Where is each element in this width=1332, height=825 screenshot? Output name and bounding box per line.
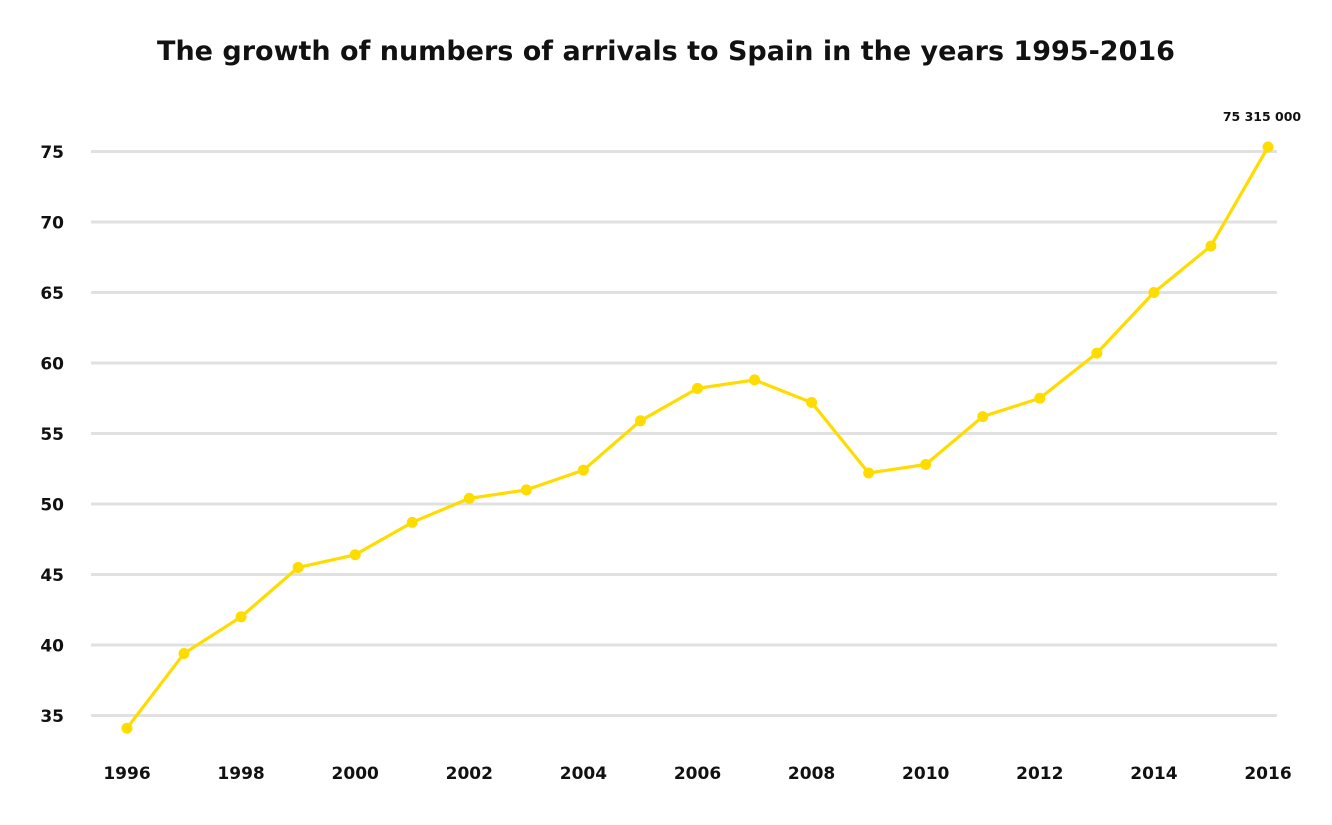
- data-point-2014: [1148, 287, 1160, 298]
- y-tick-40: 40: [40, 637, 64, 657]
- data-point-1999: [292, 561, 304, 573]
- data-point-2007: [749, 374, 761, 386]
- data-point-2010: [920, 459, 932, 471]
- data-point-1997: [178, 647, 190, 659]
- x-tick-2008: 2008: [788, 764, 835, 784]
- data-point-1996: [121, 722, 133, 734]
- chart-title: The growth of numbers of arrivals to Spa…: [157, 36, 1175, 67]
- data-point-2013: [1091, 347, 1103, 359]
- data-point-2006: [692, 382, 703, 394]
- data-point-2002: [463, 492, 475, 504]
- y-tick-70: 70: [40, 214, 64, 234]
- data-point-1998: [235, 611, 247, 623]
- max-value-annotation: 75 315 000: [1223, 109, 1302, 124]
- y-tick-55: 55: [40, 425, 64, 445]
- data-point-2000: [349, 549, 361, 561]
- x-tick-2016: 2016: [1244, 764, 1291, 784]
- x-tick-2004: 2004: [560, 764, 607, 784]
- data-point-2009: [863, 467, 875, 479]
- x-tick-2010: 2010: [902, 764, 949, 784]
- y-tick-65: 65: [40, 284, 64, 304]
- data-point-2008: [806, 396, 818, 408]
- x-tick-2000: 2000: [332, 764, 379, 784]
- x-tick-2012: 2012: [1016, 764, 1063, 784]
- data-point-2012: [1034, 392, 1046, 404]
- data-point-2003: [520, 484, 532, 496]
- data-point-2011: [977, 411, 989, 423]
- data-point-2001: [406, 516, 418, 528]
- x-tick-2006: 2006: [674, 764, 721, 784]
- x-tick-2002: 2002: [446, 764, 493, 784]
- data-point-2005: [634, 415, 646, 427]
- x-tick-1998: 1998: [217, 764, 264, 784]
- y-tick-35: 35: [40, 707, 64, 727]
- data-point-2004: [577, 464, 589, 476]
- y-tick-50: 50: [40, 496, 64, 516]
- x-tick-1996: 1996: [103, 764, 150, 784]
- data-point-2016: [1262, 141, 1274, 153]
- series-line: [125, 145, 1270, 730]
- y-tick-60: 60: [40, 355, 64, 375]
- data-point-2015: [1205, 240, 1217, 252]
- y-tick-75: 75: [40, 143, 64, 163]
- y-tick-45: 45: [40, 566, 64, 586]
- x-tick-2014: 2014: [1130, 764, 1177, 784]
